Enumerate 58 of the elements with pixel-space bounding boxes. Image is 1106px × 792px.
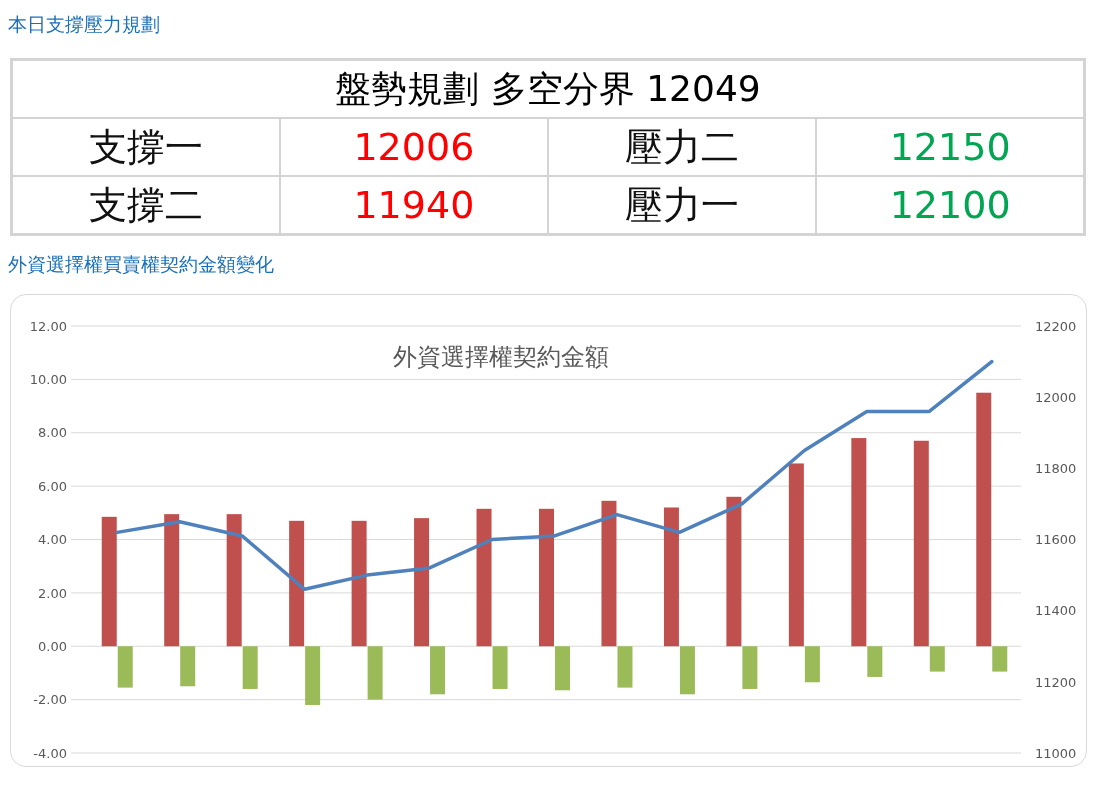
bar — [430, 646, 446, 695]
y2-tick-label: 12000 — [1035, 389, 1077, 405]
bar — [976, 392, 992, 647]
bar — [929, 646, 945, 672]
text: 盤勢規劃 多空分界 12049 — [11, 59, 1085, 118]
bar — [663, 507, 679, 647]
bar — [726, 496, 742, 647]
bar — [867, 646, 883, 677]
bar — [742, 646, 758, 689]
y-tick-label: 4.00 — [38, 532, 67, 548]
bar — [992, 646, 1008, 672]
y2-tick-label: 11800 — [1035, 460, 1077, 476]
y-tick-label: 12.00 — [29, 318, 67, 334]
bar — [617, 646, 633, 688]
y-tick-label: 2.00 — [38, 585, 67, 601]
bar — [117, 646, 133, 688]
text: 壓力一 — [548, 176, 817, 235]
y2-tick-label: 12200 — [1035, 318, 1077, 334]
y-tick-label: 8.00 — [38, 425, 67, 441]
y2-tick-label: 11200 — [1035, 674, 1077, 690]
text: 12006 — [279, 118, 548, 176]
y-tick-label: -2.00 — [33, 692, 67, 708]
bar — [851, 438, 867, 647]
text: 11940 — [279, 176, 548, 235]
text: 支撐一 — [11, 118, 280, 176]
bar — [226, 514, 242, 647]
text: 外資選擇權契約金額 — [393, 343, 609, 371]
bar — [305, 646, 321, 705]
bar — [539, 508, 554, 647]
text: 本日支撐壓力規劃 — [8, 12, 160, 37]
y-tick-label: 0.00 — [38, 638, 67, 654]
bar — [242, 646, 258, 689]
y2-tick-label: 11400 — [1035, 603, 1077, 619]
bar — [476, 508, 492, 647]
bar — [555, 646, 570, 691]
text: 支撐二 — [11, 176, 280, 235]
bar — [164, 514, 180, 647]
bar — [492, 646, 508, 689]
text: 12100 — [816, 176, 1085, 235]
bar — [367, 646, 383, 700]
bar — [180, 646, 196, 687]
text: 12150 — [816, 118, 1085, 176]
bar — [414, 518, 430, 647]
y2-tick-label: 11600 — [1035, 532, 1077, 548]
bar — [289, 520, 305, 647]
bar — [788, 463, 804, 647]
bar — [601, 500, 617, 647]
chart-title: 外資選擇權買賣權契約金額變化 — [8, 252, 274, 277]
bar — [679, 646, 695, 695]
y-tick-label: 6.00 — [38, 478, 67, 494]
y-tick-label: 10.00 — [29, 372, 67, 388]
y2-tick-label: 11000 — [1035, 745, 1077, 761]
bar — [351, 520, 367, 647]
text: 壓力二 — [548, 118, 817, 176]
bar — [804, 646, 820, 683]
bar — [101, 516, 117, 647]
y-tick-label: -4.00 — [33, 745, 67, 761]
bar — [913, 440, 929, 647]
